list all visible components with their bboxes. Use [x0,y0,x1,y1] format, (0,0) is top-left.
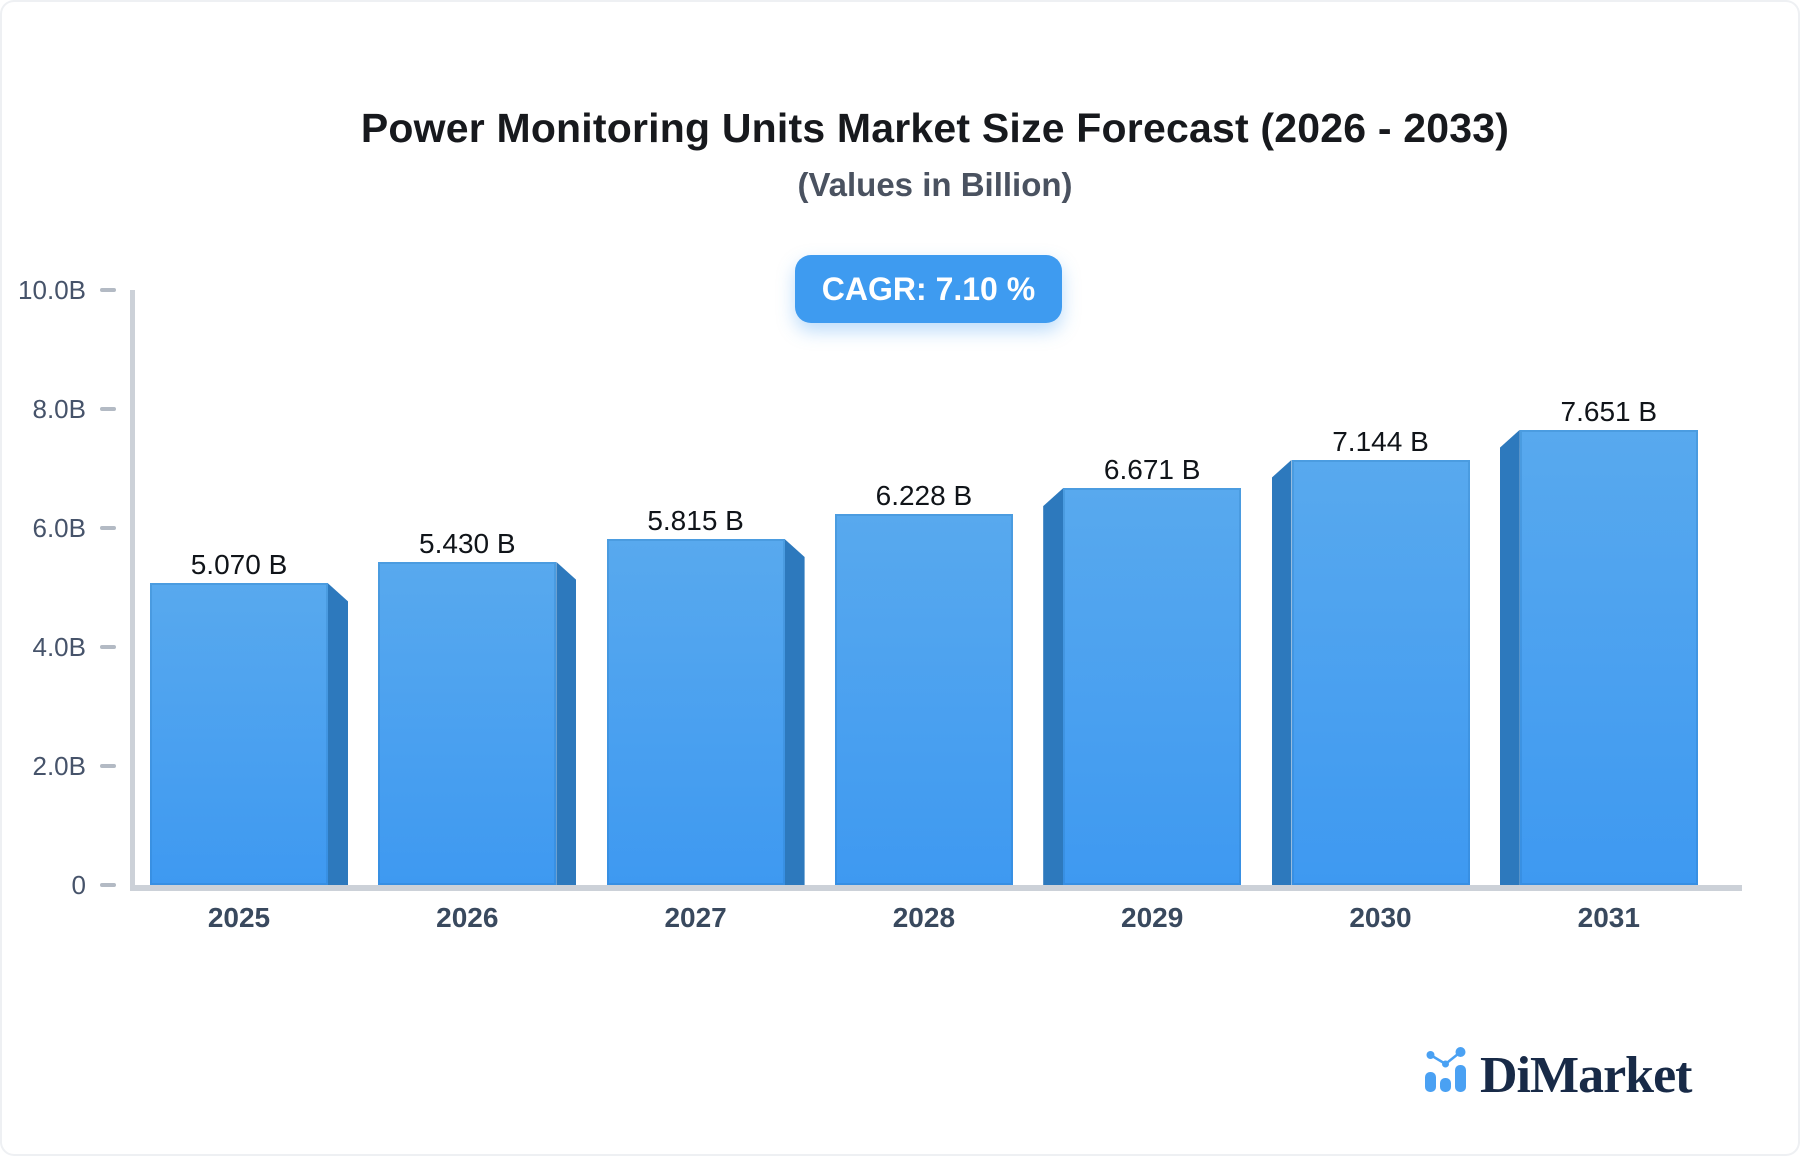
y-tick-8.0B [100,407,116,411]
y-tick-4.0B [100,645,116,649]
y-tick-label-8.0B: 8.0B [32,394,87,424]
bar-value-label-2028: 6.228 B [875,480,973,512]
x-label-2031: 2031 [1577,902,1640,933]
chart-subtitle: (Values in Billion) [797,166,1073,203]
y-tick-label-0: 0 [71,870,86,900]
x-label-2030: 2030 [1349,902,1412,933]
x-label-2029: 2029 [1121,902,1184,933]
y-tick-10.0B [100,288,116,292]
cagr-badge: CAGR: 7.10 % [795,255,1062,323]
y-tick-label-2.0B: 2.0B [32,751,87,781]
bar-value-label-2030: 7.144 B [1332,425,1429,457]
bar-value-label-2026: 5.430 B [419,527,516,559]
bar-side-2031 [1499,429,1520,885]
bar-value-label-2027: 5.815 B [647,505,744,536]
bar-chart-logo-icon [1425,1047,1466,1092]
bar-2030 [1291,459,1470,885]
bar-value-label-2025: 5.070 B [190,549,288,581]
bar-side-2027 [784,539,805,885]
x-axis-line [130,885,1742,891]
y-axis-line [130,290,135,885]
x-label-2028: 2028 [892,902,956,933]
y-tick-6.0B [100,526,116,530]
bar-2027 [606,539,785,885]
bar-2026 [378,561,557,885]
y-tick-label-10.0B: 10.0B [18,275,86,305]
y-tick-label-6.0B: 6.0B [32,513,87,543]
bar-side-2029 [1043,488,1064,885]
y-tick-0 [100,883,116,887]
bar-side-2030 [1271,459,1292,885]
x-label-2027: 2027 [664,902,727,933]
brand-name: DiMarket [1480,1047,1692,1104]
y-tick-2.0B [100,764,116,768]
bar-2025 [150,583,328,885]
bar-value-label-2031: 7.651 B [1560,395,1658,427]
bar-side-2026 [556,561,577,885]
y-tick-label-4.0B: 4.0B [32,632,87,662]
chart-title: Power Monitoring Units Market Size Forec… [360,105,1510,151]
bar-2028 [834,514,1013,885]
chart-header: Power Monitoring Units Market Size Forec… [0,104,1800,204]
x-label-2025: 2025 [207,902,271,933]
bar-side-2025 [328,583,348,885]
bar-value-label-2029: 6.671 B [1103,454,1201,486]
bar-2029 [1063,488,1242,885]
bar-2031 [1519,429,1698,885]
x-label-2026: 2026 [436,902,499,933]
brand-logo: DiMarket [1424,1046,1692,1104]
